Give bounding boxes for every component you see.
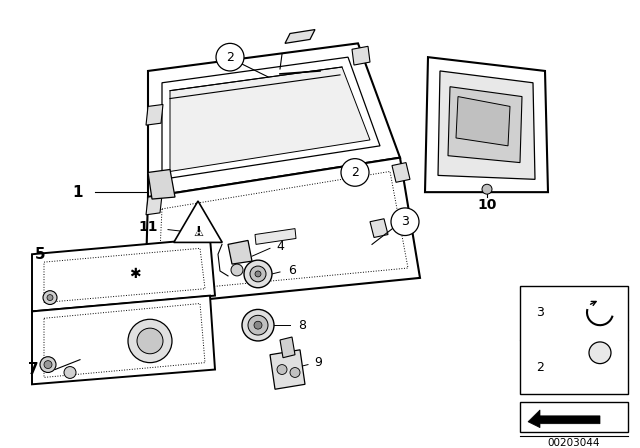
Circle shape bbox=[216, 43, 244, 71]
Circle shape bbox=[40, 357, 56, 372]
Circle shape bbox=[43, 291, 57, 305]
Polygon shape bbox=[438, 71, 535, 179]
Polygon shape bbox=[528, 410, 600, 428]
Text: 8: 8 bbox=[298, 319, 306, 332]
Circle shape bbox=[290, 367, 300, 377]
Text: 5: 5 bbox=[35, 247, 45, 262]
Polygon shape bbox=[425, 57, 548, 192]
Text: 2: 2 bbox=[351, 166, 359, 179]
Polygon shape bbox=[255, 228, 296, 244]
Text: 2: 2 bbox=[536, 361, 544, 374]
Circle shape bbox=[255, 271, 261, 277]
Text: 6: 6 bbox=[288, 264, 296, 277]
Text: ✱: ✱ bbox=[129, 267, 141, 281]
Text: 7: 7 bbox=[28, 362, 38, 377]
Circle shape bbox=[482, 184, 492, 194]
Circle shape bbox=[589, 342, 611, 364]
Text: 00203044: 00203044 bbox=[548, 439, 600, 448]
Circle shape bbox=[277, 365, 287, 375]
Circle shape bbox=[47, 295, 53, 301]
Circle shape bbox=[391, 208, 419, 236]
Circle shape bbox=[254, 321, 262, 329]
Polygon shape bbox=[146, 195, 162, 215]
Polygon shape bbox=[32, 238, 215, 311]
Polygon shape bbox=[280, 337, 295, 358]
Text: 10: 10 bbox=[477, 198, 497, 212]
Circle shape bbox=[128, 319, 172, 362]
Circle shape bbox=[137, 328, 163, 354]
Circle shape bbox=[341, 159, 369, 186]
Text: !: ! bbox=[195, 225, 201, 238]
Polygon shape bbox=[170, 67, 370, 172]
Text: 11: 11 bbox=[138, 220, 157, 234]
Text: 1: 1 bbox=[73, 185, 83, 200]
Circle shape bbox=[244, 260, 272, 288]
Polygon shape bbox=[148, 169, 175, 199]
Circle shape bbox=[44, 361, 52, 369]
Polygon shape bbox=[173, 201, 222, 242]
Polygon shape bbox=[32, 296, 215, 384]
Polygon shape bbox=[448, 87, 522, 163]
Polygon shape bbox=[148, 43, 400, 197]
Bar bbox=[520, 286, 628, 394]
Circle shape bbox=[248, 315, 268, 335]
Polygon shape bbox=[456, 97, 510, 146]
Text: ⚠: ⚠ bbox=[193, 228, 203, 237]
Circle shape bbox=[250, 266, 266, 282]
Circle shape bbox=[231, 264, 243, 276]
Polygon shape bbox=[228, 241, 252, 264]
Polygon shape bbox=[145, 158, 420, 306]
Text: 3: 3 bbox=[401, 215, 409, 228]
Bar bbox=[520, 402, 628, 431]
Polygon shape bbox=[352, 46, 370, 65]
Polygon shape bbox=[270, 350, 305, 389]
Polygon shape bbox=[392, 163, 410, 182]
Polygon shape bbox=[162, 57, 380, 179]
Text: 3: 3 bbox=[536, 306, 544, 319]
Polygon shape bbox=[146, 104, 163, 125]
Polygon shape bbox=[370, 219, 388, 237]
Text: 4: 4 bbox=[276, 240, 284, 253]
Text: 2: 2 bbox=[226, 51, 234, 64]
Circle shape bbox=[242, 310, 274, 341]
Polygon shape bbox=[285, 30, 315, 43]
Circle shape bbox=[64, 366, 76, 379]
Text: 9: 9 bbox=[314, 356, 322, 369]
